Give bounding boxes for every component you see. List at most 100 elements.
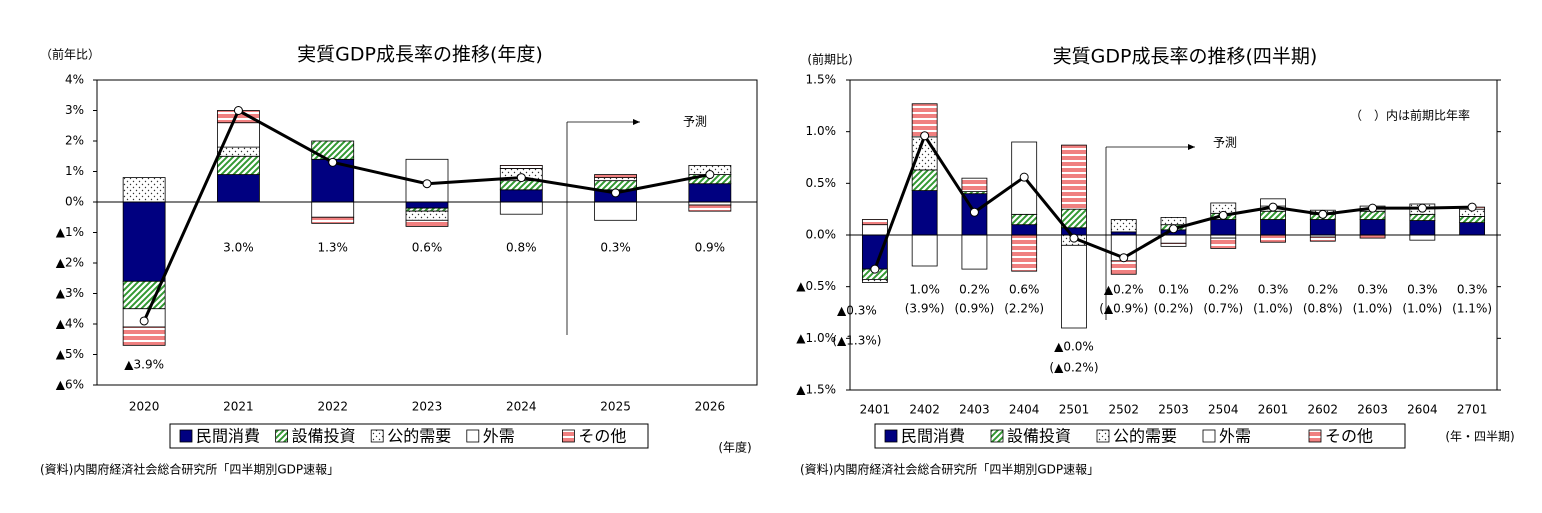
- y-tick-label: 0%: [65, 195, 84, 209]
- x-tick-label: 2022: [317, 400, 348, 414]
- y-tick-label: 3%: [65, 103, 84, 117]
- growth-point: [1268, 202, 1278, 212]
- bar-segment: [217, 146, 260, 157]
- bar-segment: [594, 201, 637, 221]
- annualized-label: (3.9%): [905, 302, 945, 316]
- y-tick-label: ▲2%: [56, 256, 84, 270]
- bar-segment: [911, 103, 938, 138]
- x-tick-label: 2503: [1158, 403, 1189, 417]
- data-label: 0.6%: [412, 241, 443, 255]
- growth-point: [1467, 202, 1477, 212]
- bar-segment: [688, 183, 732, 203]
- data-label: 0.3%: [1357, 283, 1388, 297]
- annualized-label: (0.9%): [954, 302, 994, 316]
- x-tick-label: 2023: [412, 400, 443, 414]
- bar-segment: [1210, 237, 1237, 249]
- bar-segment: [122, 201, 166, 282]
- growth-point: [1368, 203, 1378, 213]
- bar-segment: [1260, 219, 1286, 236]
- bar-segment: [1309, 219, 1336, 236]
- x-tick-label: 2402: [909, 403, 940, 417]
- growth-point: [422, 179, 432, 189]
- legend-swatch: [1202, 429, 1216, 443]
- data-label: 0.2%: [1208, 283, 1239, 297]
- legend-box: [874, 423, 1406, 449]
- x-tick-label: 2504: [1208, 403, 1239, 417]
- bar-segment: [1061, 208, 1087, 229]
- growth-point: [1019, 172, 1029, 182]
- x-axis-label: (年度): [718, 440, 751, 455]
- growth-point: [1417, 203, 1427, 213]
- y-tick-label: 1.5%: [806, 73, 837, 87]
- x-tick-label: 2604: [1407, 403, 1438, 417]
- bar-segment: [405, 210, 449, 221]
- growth-point: [139, 316, 149, 326]
- bar-segment: [311, 140, 355, 160]
- bar-segment: [1110, 219, 1137, 233]
- bar-segment: [1011, 213, 1038, 226]
- bar-segment: [405, 219, 449, 227]
- data-label: ▲0.2%: [1104, 283, 1144, 297]
- legend-swatch: [1096, 429, 1110, 443]
- growth-point: [516, 173, 526, 183]
- y-tick-label: ▲3%: [56, 286, 84, 300]
- bar-segment: [911, 234, 938, 267]
- bar-segment: [1011, 224, 1038, 236]
- x-tick-label: 2404: [1009, 403, 1040, 417]
- y-tick-label: ▲5%: [56, 347, 84, 361]
- growth-point: [705, 170, 715, 180]
- data-label: ▲0.0%: [1054, 340, 1094, 354]
- x-tick-label: 2403: [959, 403, 990, 417]
- legend-swatch: [370, 429, 384, 443]
- annualized-label: (0.8%): [1303, 302, 1343, 316]
- data-label: 0.1%: [1158, 283, 1189, 297]
- y-tick-label: 4%: [65, 73, 84, 87]
- bar-segment: [961, 177, 988, 193]
- legend: 民間消費 設備投資 公的需要 外需 その他: [874, 423, 1406, 449]
- forecast-label: 予測: [1213, 136, 1237, 150]
- legend-label: その他: [578, 427, 626, 446]
- data-label: 0.3%: [1457, 283, 1488, 297]
- bar-segment: [311, 216, 355, 224]
- bar-segment: [1260, 210, 1286, 220]
- bar-segment: [122, 177, 166, 203]
- legend-label: 設備投資: [292, 427, 356, 446]
- x-tick-label: 2024: [506, 400, 537, 414]
- annualized-label: (1.0%): [1402, 302, 1442, 316]
- growth-point: [1119, 253, 1129, 263]
- bar-segment: [217, 155, 260, 175]
- bar-segment: [1011, 234, 1038, 272]
- legend-label: 外需: [1219, 427, 1251, 446]
- y-axis-label: (前期比): [807, 52, 852, 67]
- bar-segment: [405, 201, 449, 209]
- data-label: ▲3.9%: [124, 358, 164, 372]
- bar-segment: [1260, 234, 1286, 243]
- bar-segment: [1061, 244, 1087, 329]
- growth-point: [1169, 224, 1178, 234]
- chart-title: 実質GDP成長率の推移(四半期): [1053, 46, 1318, 68]
- bar-segment: [1409, 234, 1436, 241]
- bar-segment: [311, 201, 355, 218]
- bar-segment: [499, 189, 543, 203]
- y-tick-label: 0.5%: [806, 176, 837, 190]
- source: (資料)内閣府経済社会総合研究所「四半期別GDP速報」: [800, 462, 1099, 477]
- x-tick-label: 2701: [1457, 403, 1488, 417]
- legend-swatch: [466, 429, 480, 443]
- x-tick-label: 2601: [1258, 403, 1289, 417]
- y-tick-label: ▲1.5%: [796, 383, 836, 397]
- legend-label: その他: [1325, 427, 1373, 446]
- legend: 民間消費 設備投資 公的需要 外需 その他: [169, 423, 649, 449]
- bar-segment: [594, 177, 637, 182]
- annualized-label: (0.2%): [1154, 302, 1194, 316]
- growth-point: [611, 188, 621, 198]
- bar-segment: [1160, 217, 1187, 226]
- bar-segment: [122, 280, 166, 310]
- x-tick-label: 2401: [860, 403, 891, 417]
- bar-segment: [1409, 213, 1436, 221]
- x-tick-label: 2502: [1108, 403, 1139, 417]
- forecast-arrowhead: [1188, 144, 1195, 150]
- bar-segment: [861, 219, 888, 226]
- bar-segment: [217, 122, 260, 148]
- legend-label: 公的需要: [1113, 427, 1177, 446]
